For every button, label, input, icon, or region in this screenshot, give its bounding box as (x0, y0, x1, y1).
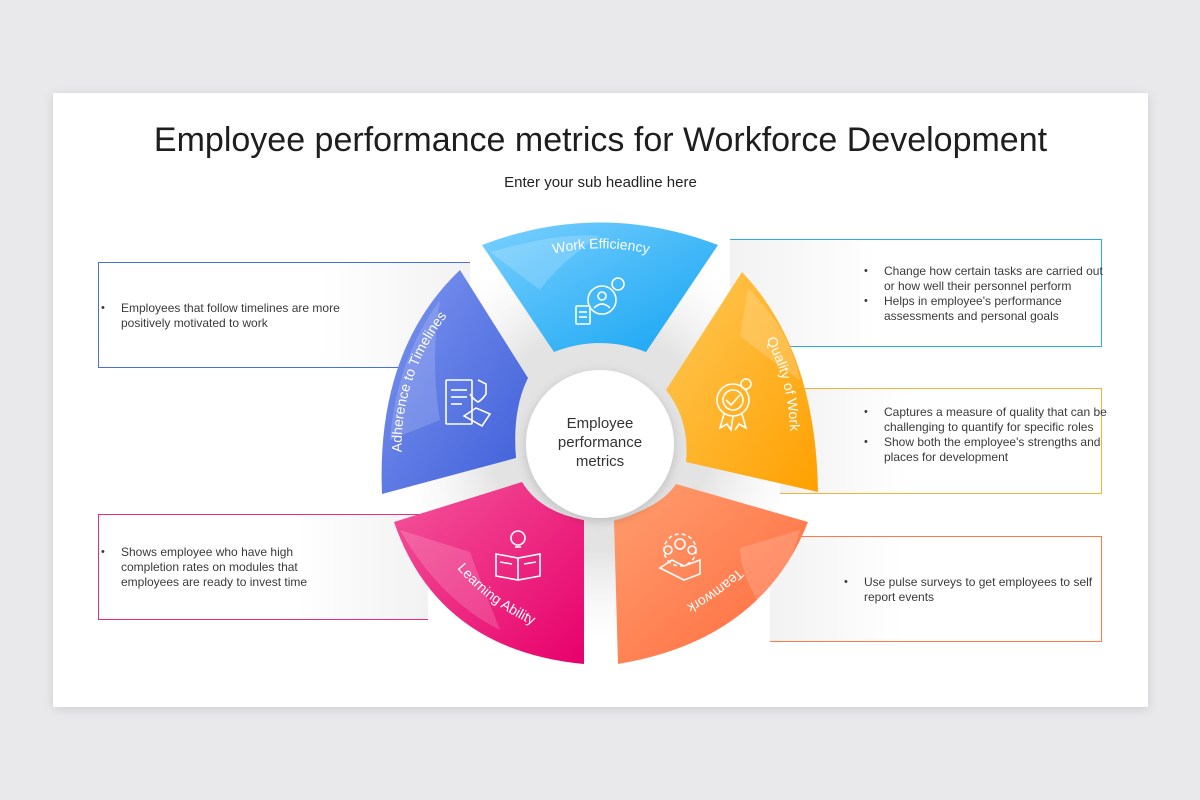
center-circle (526, 370, 674, 518)
page-subtitle: Enter your sub headline here (504, 174, 697, 191)
page-title: Employee performance metrics for Workfor… (153, 121, 1048, 159)
quality-badge-icon (716, 378, 752, 433)
bullet-teamwork-1: Use pulse surveys to get employees to se… (844, 575, 1094, 605)
center-label-line-1: Employee (567, 415, 634, 432)
center-label-line-3: metrics (576, 453, 624, 470)
handshake-team-icon (658, 533, 701, 581)
gear-person-icon (575, 277, 625, 325)
segment-teamwork[interactable] (614, 484, 808, 664)
contract-handshake-icon (445, 379, 492, 428)
box-teamwork: Use pulse surveys to get employees to se… (770, 536, 1102, 642)
bullet-quality-1: Captures a measure of quality that can b… (864, 405, 1112, 435)
bullet-quality-2: Show both the employee's strengths and p… (864, 435, 1112, 465)
segment-learning-ability[interactable] (394, 482, 584, 664)
center-label-line-2: performance (558, 434, 642, 451)
bullet-efficiency-2: Helps in employee's performance assessme… (864, 294, 1112, 324)
bullet-efficiency-1: Change how certain tasks are carried out… (864, 264, 1112, 294)
bullet-learning-1: Shows employee who have high completion … (101, 545, 321, 590)
box-learning: Shows employee who have high completion … (98, 514, 428, 620)
book-bulb-icon (495, 530, 541, 581)
bullet-timelines-1: Employees that follow timelines are more… (101, 301, 361, 331)
segment-adherence-to-timelines[interactable] (381, 270, 528, 494)
box-efficiency: Change how certain tasks are carried out… (730, 239, 1103, 347)
box-timelines: Employees that follow timelines are more… (98, 262, 470, 368)
segment-work-efficiency[interactable] (482, 222, 718, 353)
box-quality: Captures a measure of quality that can b… (780, 388, 1107, 494)
segment-label-work-efficiency: Work Efficiency (551, 235, 652, 256)
